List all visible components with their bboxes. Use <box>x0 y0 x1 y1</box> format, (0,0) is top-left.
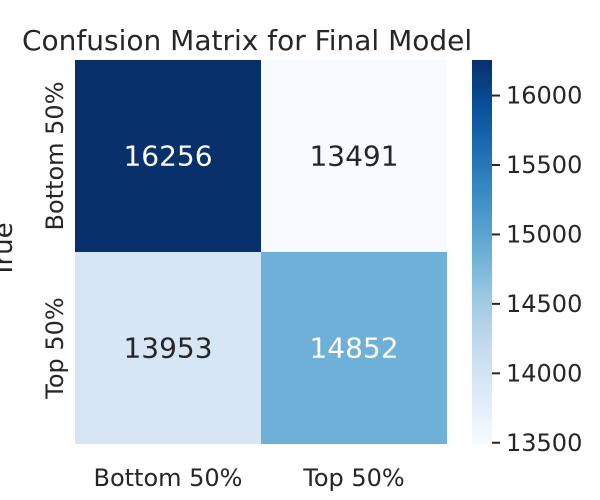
x-tick-label: Bottom 50% <box>93 464 242 492</box>
x-tick-label: Top 50% <box>302 464 404 492</box>
colorbar-tick-label: 15000 <box>506 220 582 248</box>
y-tick-label: Bottom 50% <box>41 81 69 230</box>
y-axis-label: True <box>0 222 19 278</box>
heatmap-cells <box>75 60 447 444</box>
colorbar-tick-label: 16000 <box>506 82 582 110</box>
colorbar-tick-label: 15500 <box>506 151 582 179</box>
heatmap-cell-r0-c0 <box>75 60 261 252</box>
colorbar-tick-label: 13500 <box>506 429 582 457</box>
heatmap-cell-label-r1-c1: 14852 <box>309 332 398 365</box>
y-tick-labels: Bottom 50% Top 50% <box>41 81 69 399</box>
colorbar-tick-label: 14500 <box>506 290 582 318</box>
heatmap-cell-r1-c0 <box>75 252 261 444</box>
y-tick-label: Top 50% <box>41 297 69 399</box>
heatmap-cell-label-r0-c0: 16256 <box>123 140 212 173</box>
colorbar-ticks: 13500 14000 14500 15000 15500 16000 <box>492 82 582 457</box>
chart-title: Confusion Matrix for Final Model <box>22 24 472 57</box>
heatmap-cell-label-r0-c1: 13491 <box>309 140 398 173</box>
heatmap-cell-r1-c1 <box>261 252 447 444</box>
x-tick-labels: Bottom 50% Top 50% <box>93 464 404 492</box>
heatmap-cell-label-r1-c0: 13953 <box>123 332 212 365</box>
heatmap-cell-labels: 16256 13491 13953 14852 <box>123 140 398 365</box>
colorbar <box>472 60 492 444</box>
colorbar-tick-label: 14000 <box>506 359 582 387</box>
heatmap-cell-r0-c1 <box>261 60 447 252</box>
